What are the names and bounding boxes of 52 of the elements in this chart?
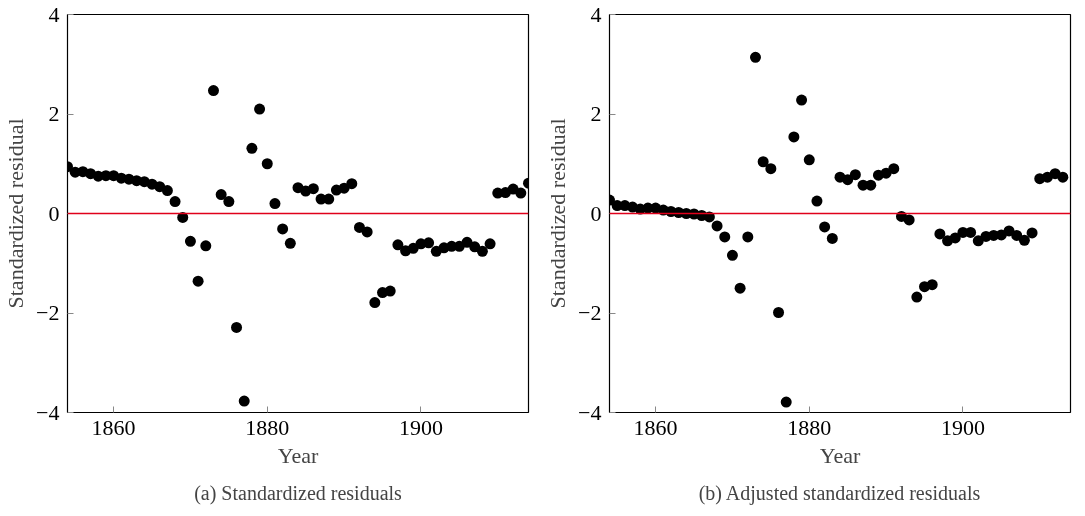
point (934, 228, 946, 240)
point (757, 156, 769, 168)
x-tick-label: 1880 (245, 414, 290, 440)
y-tick-label: 4 (590, 1, 602, 27)
x-axis-title: Year (819, 442, 861, 468)
point (780, 396, 792, 408)
point (734, 282, 746, 294)
point (903, 214, 915, 226)
point (773, 307, 785, 318)
y-tick-label: −2 (36, 300, 60, 325)
point (803, 154, 815, 166)
point (965, 226, 977, 238)
y-axis-title: Standardized residual (545, 118, 571, 309)
point (765, 163, 777, 175)
point (949, 232, 961, 244)
point (742, 231, 754, 243)
point (811, 195, 823, 207)
point (719, 231, 731, 243)
text: (b) Adjusted standardized residuals (698, 481, 981, 505)
y-tick-label: 0 (590, 200, 602, 226)
y-tick-label: −4 (36, 399, 60, 425)
point (849, 169, 861, 181)
text: (a) Standardized residuals (194, 481, 403, 505)
point (749, 51, 761, 63)
point (819, 221, 831, 233)
point (711, 220, 723, 232)
point (826, 232, 838, 244)
y-axis-title: Standardized residual (3, 118, 29, 309)
y-tick-label: 0 (48, 200, 60, 226)
y-tick-label: −4 (578, 399, 602, 425)
point (726, 249, 738, 261)
y-tick-label: 2 (48, 101, 60, 126)
point (888, 163, 900, 175)
point (926, 279, 938, 291)
y-tick-label: −2 (578, 300, 602, 325)
x-tick-label: 1860 (633, 414, 678, 440)
point (1011, 229, 1023, 241)
point (1057, 171, 1069, 183)
x-axis-title: Year (277, 442, 319, 468)
point (1018, 234, 1030, 246)
x-tick-label: 1900 (398, 414, 443, 440)
x-tick-label: 1860 (91, 414, 136, 440)
x-tick-label: 1880 (787, 414, 832, 440)
x-tick-label: 1900 (940, 414, 985, 440)
point (788, 131, 800, 143)
point (911, 291, 923, 303)
point (865, 179, 877, 191)
y-tick-label: 2 (590, 101, 602, 126)
point (842, 174, 854, 186)
point (1026, 227, 1038, 239)
point (796, 94, 808, 106)
y-tick-label: 4 (48, 1, 60, 27)
